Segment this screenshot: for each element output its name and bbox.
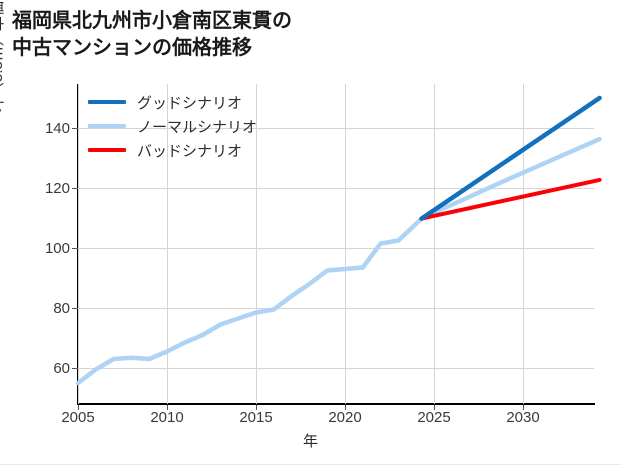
y-axis-label: 坪（3.3㎡）単価（万円） [0,0,6,112]
series-line-good [419,95,602,221]
y-tick-label-100: 100 [44,240,70,257]
chart-legend: グッドシナリオ ノーマルシナリオ バッドシナリオ [88,90,308,162]
x-tick-mark-2025 [434,405,435,410]
x-tick-label-2010: 2010 [150,409,184,426]
y-tick-label-120: 120 [44,180,70,197]
x-axis-spine [77,403,595,405]
plot-area [75,84,602,404]
x-tick-mark-2015 [256,405,257,410]
gridline-x-2010 [167,84,168,404]
legend-label-bad: バッドシナリオ [137,142,243,160]
legend-label-normal: ノーマルシナリオ [137,118,258,136]
x-tick-mark-2005 [78,405,79,410]
gridline-y-120 [78,188,594,189]
chart-title: 福岡県北九州市小倉南区東貫の 中古マンションの価格推移 [12,10,292,59]
y-tick-label-80: 80 [53,300,70,317]
x-tick-mark-2020 [345,405,346,410]
x-tick-label-2025: 2025 [417,409,451,426]
gridline-y-80 [78,308,594,309]
x-tick-mark-2030 [523,405,524,410]
gridline-x-2015 [256,84,257,404]
y-tick-label-140: 140 [44,120,70,137]
legend-label-good: グッドシナリオ [137,94,243,112]
x-axis-label: 年 [302,433,318,450]
x-tick-label-2030: 2030 [506,409,540,426]
legend-item-bad[interactable]: バッドシナリオ [88,138,308,162]
y-tick-mark-60 [72,368,78,369]
gridline-y-140 [78,128,594,129]
gridline-y-100 [78,248,594,249]
series-layer [75,95,602,386]
x-tick-mark-2010 [167,405,168,410]
y-tick-label-60: 60 [53,360,70,377]
y-tick-mark-80 [72,308,78,309]
gridline-y-60 [78,368,594,369]
x-tick-label-2020: 2020 [328,409,362,426]
x-tick-label-2005: 2005 [61,409,95,426]
gridline-x-2020 [345,84,346,404]
series-line-normal [75,136,602,386]
gridline-x-2005 [78,84,79,404]
legend-swatch-good-icon [88,100,126,104]
series-line-bad [419,177,602,221]
legend-swatch-normal-icon [88,124,126,128]
y-tick-mark-140 [72,128,78,129]
y-tick-mark-120 [72,188,78,189]
legend-item-normal[interactable]: ノーマルシナリオ [88,114,308,138]
gridline-x-2030 [523,84,524,404]
x-tick-label-2015: 2015 [239,409,273,426]
legend-item-good[interactable]: グッドシナリオ [88,90,308,114]
legend-swatch-bad-icon [88,148,126,152]
gridline-x-2025 [434,84,435,404]
y-tick-mark-100 [72,248,78,249]
